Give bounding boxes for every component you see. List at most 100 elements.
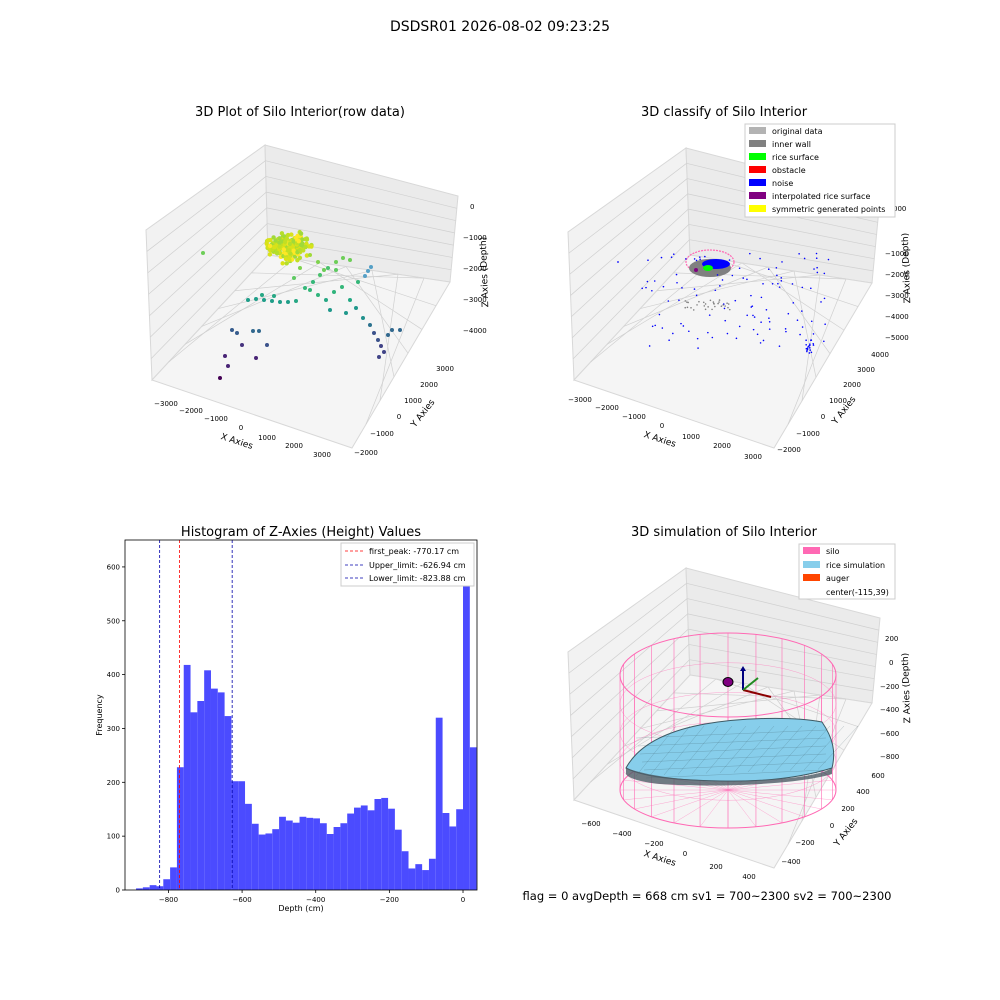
histogram-bar bbox=[299, 816, 307, 890]
classify-original-point bbox=[722, 304, 724, 306]
classify-noise-point bbox=[778, 345, 781, 347]
sim-z-tick: −600 bbox=[880, 730, 899, 738]
classify-original-point bbox=[684, 306, 687, 309]
classify-noise-point bbox=[752, 314, 754, 317]
raw-point bbox=[340, 285, 344, 289]
classify-noise-point bbox=[798, 253, 800, 255]
raw-point bbox=[386, 333, 390, 337]
raw-point bbox=[366, 269, 370, 273]
raw-point bbox=[316, 260, 320, 264]
sim-z-ticks: 200 0 −200 −400 −600 −800 Z Axies (Depth… bbox=[880, 635, 913, 761]
grid-line bbox=[146, 160, 266, 252]
grid-line bbox=[319, 262, 423, 330]
classify-noise-point bbox=[803, 257, 806, 260]
classify-noise-point bbox=[781, 261, 783, 263]
classify-noise-point bbox=[820, 301, 822, 303]
classify-noise-point bbox=[801, 286, 804, 289]
raw-y-tick: 2000 bbox=[420, 381, 438, 389]
grid-line bbox=[265, 160, 457, 209]
raw-x-label: X Axies bbox=[219, 432, 254, 452]
classify-noise-point bbox=[707, 331, 709, 334]
raw-point bbox=[284, 261, 289, 266]
classify-noise-point bbox=[721, 279, 724, 281]
raw-point bbox=[304, 237, 310, 242]
histogram-title: Histogram of Z-Axies (Height) Values bbox=[181, 525, 421, 540]
rice-mesh-line bbox=[817, 725, 859, 770]
grid-line bbox=[689, 659, 874, 692]
rice-mesh-line bbox=[641, 753, 827, 763]
panel-simulation-3d: 3D simulation of Silo Interior −600 −400… bbox=[523, 525, 914, 903]
classify-noise-point bbox=[750, 294, 752, 297]
classify-noise-point bbox=[670, 256, 673, 258]
histogram-x-tick-label: −400 bbox=[306, 896, 325, 904]
histogram-bar bbox=[197, 701, 205, 890]
silo-floor-spoke bbox=[727, 789, 833, 801]
histogram-bar bbox=[136, 888, 143, 890]
classify-x-tick: 2000 bbox=[713, 442, 731, 450]
raw-point bbox=[226, 364, 230, 368]
legend-label: silo bbox=[826, 547, 840, 556]
raw-x-tick: 1000 bbox=[258, 434, 276, 442]
raw-point bbox=[235, 331, 239, 335]
classify-original-point bbox=[712, 302, 715, 305]
classify-noise-point bbox=[780, 277, 783, 279]
grid-line bbox=[623, 266, 769, 327]
classify-noise-point bbox=[823, 272, 826, 275]
legend-label: inner wall bbox=[772, 140, 811, 149]
grid-line bbox=[266, 207, 454, 246]
grid-line bbox=[379, 274, 399, 401]
raw-grid bbox=[146, 160, 457, 425]
classify-z-tick: −4000 bbox=[885, 313, 909, 321]
classify-noise-point bbox=[809, 349, 812, 351]
raw-x-tick: −2000 bbox=[179, 407, 203, 415]
raw-point bbox=[266, 238, 271, 243]
legend-swatch-noise bbox=[749, 179, 766, 186]
silo-floor-spoke bbox=[623, 789, 729, 801]
grid-line bbox=[569, 598, 688, 695]
grid-line bbox=[767, 266, 831, 354]
grid-line bbox=[572, 224, 690, 338]
raw-point bbox=[251, 329, 255, 333]
rice-mesh-line bbox=[663, 725, 705, 776]
raw-point bbox=[376, 338, 380, 342]
histogram-bar bbox=[394, 829, 402, 890]
classify-noise-point bbox=[675, 273, 678, 276]
classify-3d-title: 3D classify of Silo Interior bbox=[641, 105, 808, 120]
classify-noise-point bbox=[693, 258, 696, 260]
raw-point bbox=[334, 268, 338, 272]
grid-line bbox=[590, 678, 717, 783]
classify-noise-point bbox=[759, 257, 761, 260]
classify-noise-point bbox=[693, 288, 696, 290]
raw-point bbox=[267, 243, 273, 249]
classify-z-tick: −3000 bbox=[885, 292, 909, 300]
grid-line bbox=[184, 262, 321, 345]
classify-noise-point bbox=[776, 274, 778, 277]
classify-noise-point bbox=[662, 285, 665, 288]
grid-line bbox=[266, 191, 455, 234]
legend-label: obstacle bbox=[772, 166, 806, 175]
raw-point bbox=[272, 294, 276, 298]
raw-z-tick: −2000 bbox=[463, 265, 487, 273]
panel-classify-3d: 3D classify of Silo Interior −3000 −2000… bbox=[567, 105, 913, 461]
classify-noise-point bbox=[688, 330, 690, 333]
sim-x-tick: 200 bbox=[709, 863, 722, 871]
classify-original-point bbox=[714, 305, 716, 308]
histogram-bar bbox=[326, 834, 334, 890]
rice-mesh-line bbox=[643, 761, 827, 771]
raw-3d-title: 3D Plot of Silo Interior(row data) bbox=[195, 105, 405, 120]
grid-line bbox=[606, 682, 743, 765]
grid-line bbox=[687, 598, 878, 643]
sim-z-tick: −200 bbox=[880, 683, 899, 691]
raw-point bbox=[309, 244, 314, 249]
raw-point bbox=[254, 297, 258, 301]
grid-line bbox=[673, 692, 847, 700]
raw-x-tick: 0 bbox=[239, 424, 243, 432]
silo-floor-spoke bbox=[727, 789, 822, 810]
classify-x-label: X Axies bbox=[642, 430, 677, 450]
legend-swatch-obstacle bbox=[749, 166, 766, 173]
rice-mesh-line bbox=[719, 725, 761, 774]
raw-point bbox=[298, 231, 304, 236]
raw-point bbox=[348, 258, 352, 262]
classify-original-point bbox=[718, 301, 720, 303]
classify-noise-point bbox=[698, 256, 701, 258]
